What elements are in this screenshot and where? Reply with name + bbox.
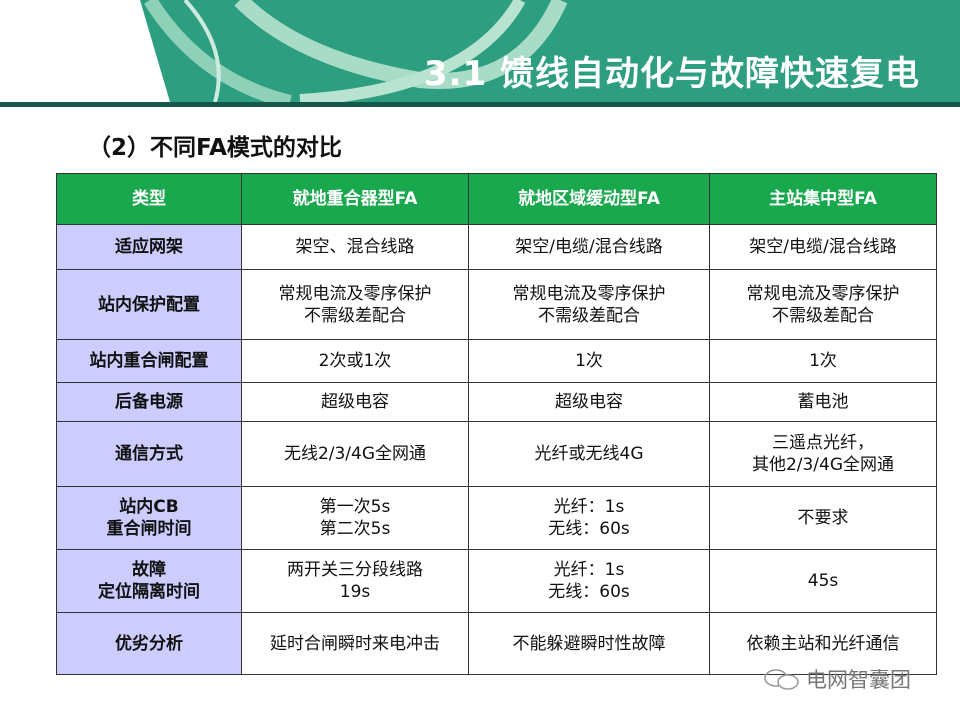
watermark-text: 电网智囊团 [806, 668, 911, 692]
column-header: 就地重合器型FA [241, 173, 469, 225]
table-row: 站内保护配置 常规电流及零序保护 不需级差配合 常规电流及零序保护 不需级差配合 常规… [56, 269, 937, 340]
row-label: 站内CB 重合闸时间 [56, 486, 242, 550]
table-cell: 1次 [468, 339, 710, 383]
column-header: 类型 [56, 173, 242, 225]
table-cell: 架空/电缆/混合线路 [468, 224, 710, 270]
table-cell: 1次 [709, 339, 937, 383]
table-cell: 第一次5s 第二次5s [241, 486, 469, 550]
row-label: 优劣分析 [56, 612, 242, 675]
table-cell: 延时合闸瞬时来电冲击 [241, 612, 469, 675]
section-subtitle: （2）不同FA模式的对比 [88, 135, 342, 161]
table-cell: 光纤：1s 无线：60s [468, 549, 710, 613]
fa-comparison-table: 类型 就地重合器型FA 就地区域缓动型FA 主站集中型FA 适应网架 架空、混合线路 架空… [56, 173, 937, 675]
table-cell: 架空、混合线路 [241, 224, 469, 270]
header-banner: 3.1 馈线自动化与故障快速复电 [0, 0, 960, 109]
row-label: 站内重合闸配置 [56, 339, 242, 383]
row-label: 适应网架 [56, 224, 242, 270]
table-cell: 超级电容 [241, 382, 469, 422]
table-cell: 无线2/3/4G全网通 [241, 421, 469, 487]
table-cell: 不能躲避瞬时性故障 [468, 612, 710, 675]
table-row: 站内CB 重合闸时间 第一次5s 第二次5s 光纤：1s 无线：60s 不要求 [56, 486, 937, 550]
row-label: 后备电源 [56, 382, 242, 422]
table-cell: 2次或1次 [241, 339, 469, 383]
watermark: 电网智囊团 [762, 664, 911, 694]
table-cell: 两开关三分段线路 19s [241, 549, 469, 613]
row-label: 通信方式 [56, 421, 242, 487]
table-row: 适应网架 架空、混合线路 架空/电缆/混合线路 架空/电缆/混合线路 [56, 224, 937, 270]
table-cell: 光纤：1s 无线：60s [468, 486, 710, 550]
header-divider [0, 102, 960, 107]
table-row: 故障 定位隔离时间 两开关三分段线路 19s 光纤：1s 无线：60s 45s [56, 549, 937, 613]
globe-logo-graphic [140, 0, 960, 109]
table-row: 优劣分析 延时合闸瞬时来电冲击 不能躲避瞬时性故障 依赖主站和光纤通信 [56, 612, 937, 675]
table-cell: 常规电流及零序保护 不需级差配合 [709, 269, 937, 340]
row-label: 故障 定位隔离时间 [56, 549, 242, 613]
table-row: 通信方式 无线2/3/4G全网通 光纤或无线4G 三遥点光纤， 其他2/3/4G全网通 [56, 421, 937, 487]
row-label: 站内保护配置 [56, 269, 242, 340]
table-row: 站内重合闸配置 2次或1次 1次 1次 [56, 339, 937, 383]
table-cell: 架空/电缆/混合线路 [709, 224, 937, 270]
table-cell: 常规电流及零序保护 不需级差配合 [241, 269, 469, 340]
table-cell: 光纤或无线4G [468, 421, 710, 487]
page-title: 3.1 馈线自动化与故障快速复电 [423, 54, 920, 94]
table-cell: 蓄电池 [709, 382, 937, 422]
table-cell: 超级电容 [468, 382, 710, 422]
table-cell: 三遥点光纤， 其他2/3/4G全网通 [709, 421, 937, 487]
column-header: 主站集中型FA [709, 173, 937, 225]
table-cell: 45s [709, 549, 937, 613]
table-cell: 依赖主站和光纤通信 [709, 612, 937, 675]
wechat-icon [764, 669, 799, 690]
table-row: 后备电源 超级电容 超级电容 蓄电池 [56, 382, 937, 422]
table-cell: 常规电流及零序保护 不需级差配合 [468, 269, 710, 340]
table-cell: 不要求 [709, 486, 937, 550]
column-header: 就地区域缓动型FA [468, 173, 710, 225]
